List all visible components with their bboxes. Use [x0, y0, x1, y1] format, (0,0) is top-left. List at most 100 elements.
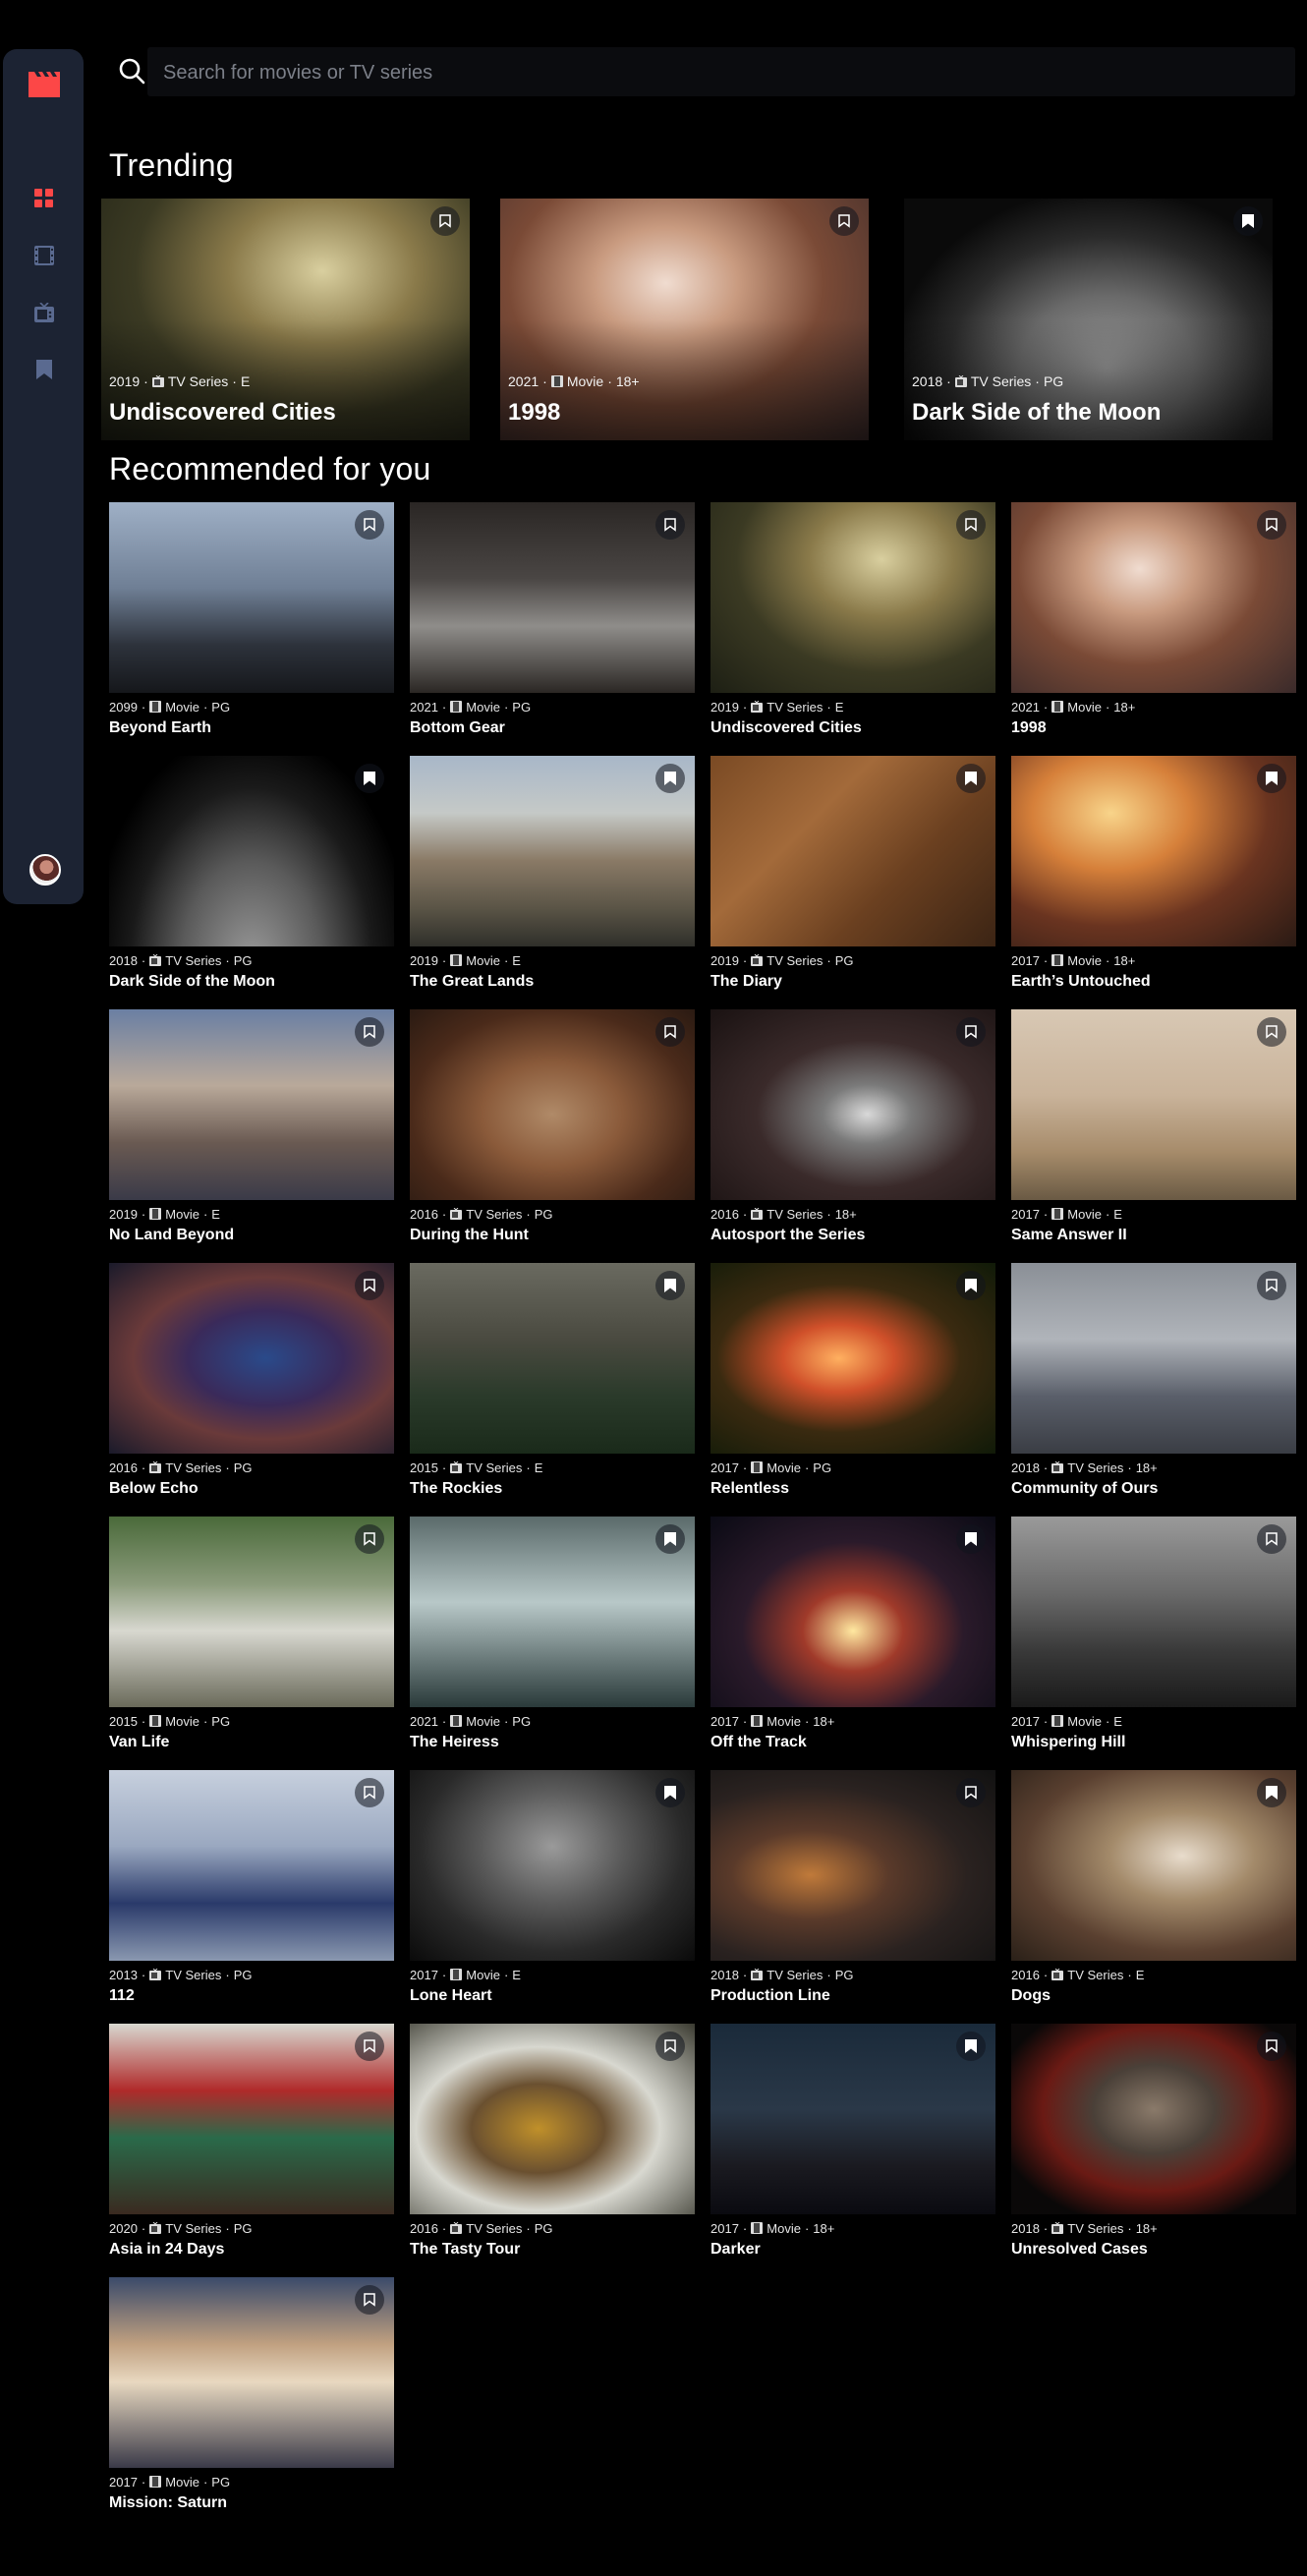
bookmark-button[interactable]	[355, 2032, 384, 2061]
recommended-card[interactable]: 2021 · Movie · PG The Heiress	[410, 1517, 695, 1751]
recommended-card[interactable]: 2019 · Movie · E No Land Beyond	[109, 1009, 394, 1244]
recommended-card[interactable]: 2018 · TV Series · PG Production Line	[710, 1770, 995, 2005]
thumbnail[interactable]	[410, 1263, 695, 1454]
recommended-card[interactable]: 2021 · Movie · 18+ 1998	[1011, 502, 1296, 737]
bookmark-button[interactable]	[1257, 764, 1286, 793]
thumbnail[interactable]	[1011, 1770, 1296, 1961]
recommended-card[interactable]: 2016 · TV Series · PG Below Echo	[109, 1263, 394, 1498]
recommended-card[interactable]: 2099 · Movie · PG Beyond Earth	[109, 502, 394, 737]
thumbnail[interactable]	[410, 2024, 695, 2214]
tv-series-icon[interactable]	[27, 295, 62, 330]
recommended-card[interactable]: 2016 · TV Series · E Dogs	[1011, 1770, 1296, 2005]
thumbnail[interactable]	[710, 1517, 995, 1707]
thumbnail[interactable]	[1011, 502, 1296, 693]
thumbnail[interactable]	[710, 502, 995, 693]
search-input[interactable]	[161, 56, 1246, 89]
recommended-card[interactable]: 2017 · Movie · E Same Answer II	[1011, 1009, 1296, 1244]
bookmark-button[interactable]	[1257, 510, 1286, 540]
recommended-card[interactable]: 2017 · Movie · 18+ Off the Track	[710, 1517, 995, 1751]
thumbnail[interactable]	[1011, 2024, 1296, 2214]
recommended-card[interactable]: 2016 · TV Series · 18+ Autosport the Series	[710, 1009, 995, 1244]
bookmark-button[interactable]	[956, 1524, 986, 1554]
thumbnail[interactable]	[1011, 1517, 1296, 1707]
bookmark-button[interactable]	[956, 2032, 986, 2061]
thumbnail[interactable]	[410, 1770, 695, 1961]
bookmark-button[interactable]	[655, 1778, 685, 1807]
thumbnail[interactable]	[710, 1009, 995, 1200]
thumbnail[interactable]	[410, 1517, 695, 1707]
recommended-card[interactable]: 2016 · TV Series · PG During the Hunt	[410, 1009, 695, 1244]
bookmark-button[interactable]	[655, 1017, 685, 1047]
thumbnail[interactable]	[109, 1770, 394, 1961]
thumbnail[interactable]	[109, 1517, 394, 1707]
bookmark-button[interactable]	[655, 510, 685, 540]
thumbnail[interactable]	[109, 1263, 394, 1454]
recommended-card[interactable]: 2013 · TV Series · PG 112	[109, 1770, 394, 2005]
thumbnail[interactable]	[1011, 756, 1296, 946]
thumbnail[interactable]	[410, 502, 695, 693]
bookmark-nav-icon[interactable]	[27, 352, 62, 387]
bookmark-button[interactable]	[956, 1017, 986, 1047]
recommended-card[interactable]: 2017 · Movie · 18+ Earth’s Untouched	[1011, 756, 1296, 991]
bookmark-button[interactable]	[1257, 1778, 1286, 1807]
movies-icon[interactable]	[27, 238, 62, 273]
bookmark-button[interactable]	[655, 2032, 685, 2061]
recommended-card[interactable]: 2018 · TV Series · 18+ Community of Ours	[1011, 1263, 1296, 1498]
bookmark-button[interactable]	[355, 1017, 384, 1047]
recommended-card[interactable]: 2019 · Movie · E The Great Lands	[410, 756, 695, 991]
home-grid-icon[interactable]	[27, 181, 62, 216]
recommended-card[interactable]: 2017 · Movie · E Lone Heart	[410, 1770, 695, 2005]
recommended-card[interactable]: 2016 · TV Series · PG The Tasty Tour	[410, 2024, 695, 2259]
thumbnail[interactable]	[710, 756, 995, 946]
recommended-card[interactable]: 2019 · TV Series · E Undiscovered Cities	[710, 502, 995, 737]
bookmark-button[interactable]	[1233, 206, 1263, 236]
bookmark-button[interactable]	[430, 206, 460, 236]
bookmark-button[interactable]	[355, 764, 384, 793]
bookmark-button[interactable]	[956, 1778, 986, 1807]
thumbnail[interactable]	[109, 1009, 394, 1200]
thumbnail[interactable]	[109, 2277, 394, 2468]
recommended-card[interactable]: 2015 · Movie · PG Van Life	[109, 1517, 394, 1751]
bookmark-button[interactable]	[355, 510, 384, 540]
bookmark-button[interactable]	[655, 764, 685, 793]
recommended-card[interactable]: 2017 · Movie · E Whispering Hill	[1011, 1517, 1296, 1751]
bookmark-button[interactable]	[655, 1524, 685, 1554]
recommended-card[interactable]: 2017 · Movie · 18+ Darker	[710, 2024, 995, 2259]
recommended-card[interactable]: 2019 · TV Series · PG The Diary	[710, 756, 995, 991]
thumbnail[interactable]	[710, 2024, 995, 2214]
bookmark-button[interactable]	[355, 1778, 384, 1807]
recommended-card[interactable]: 2017 · Movie · PG Mission: Saturn	[109, 2277, 394, 2512]
thumbnail[interactable]	[710, 1770, 995, 1961]
recommended-card[interactable]: 2018 · TV Series · PG Dark Side of the Moon	[109, 756, 394, 991]
thumbnail[interactable]	[109, 502, 394, 693]
bookmark-button[interactable]	[1257, 1017, 1286, 1047]
avatar[interactable]	[29, 854, 61, 886]
bookmark-button[interactable]	[956, 764, 986, 793]
bookmark-button[interactable]	[355, 1271, 384, 1300]
trending-card[interactable]: 2018 · TV Series · PG Dark Side of the Moon	[904, 199, 1273, 440]
recommended-card[interactable]: 2021 · Movie · PG Bottom Gear	[410, 502, 695, 737]
trending-card[interactable]: 2019 · TV Series · E Undiscovered Cities	[101, 199, 470, 440]
thumbnail[interactable]	[710, 1263, 995, 1454]
bookmark-button[interactable]	[1257, 1271, 1286, 1300]
trending-card[interactable]: 2021 · Movie · 18+ 1998	[500, 199, 869, 440]
thumbnail[interactable]	[410, 756, 695, 946]
bookmark-button[interactable]	[355, 2285, 384, 2315]
bookmark-button[interactable]	[1257, 1524, 1286, 1554]
recommended-card[interactable]: 2020 · TV Series · PG Asia in 24 Days	[109, 2024, 394, 2259]
bookmark-button[interactable]	[829, 206, 859, 236]
recommended-card[interactable]: 2015 · TV Series · E The Rockies	[410, 1263, 695, 1498]
bookmark-button[interactable]	[956, 1271, 986, 1300]
thumbnail[interactable]	[1011, 1263, 1296, 1454]
bookmark-button[interactable]	[355, 1524, 384, 1554]
thumbnail[interactable]	[109, 2024, 394, 2214]
bookmark-button[interactable]	[655, 1271, 685, 1300]
bookmark-button[interactable]	[1257, 2032, 1286, 2061]
recommended-card[interactable]: 2018 · TV Series · 18+ Unresolved Cases	[1011, 2024, 1296, 2259]
recommended-card[interactable]: 2017 · Movie · PG Relentless	[710, 1263, 995, 1498]
thumbnail[interactable]	[109, 756, 394, 946]
thumbnail[interactable]	[1011, 1009, 1296, 1200]
thumbnail[interactable]	[410, 1009, 695, 1200]
logo-film-icon[interactable]	[27, 67, 62, 102]
bookmark-button[interactable]	[956, 510, 986, 540]
